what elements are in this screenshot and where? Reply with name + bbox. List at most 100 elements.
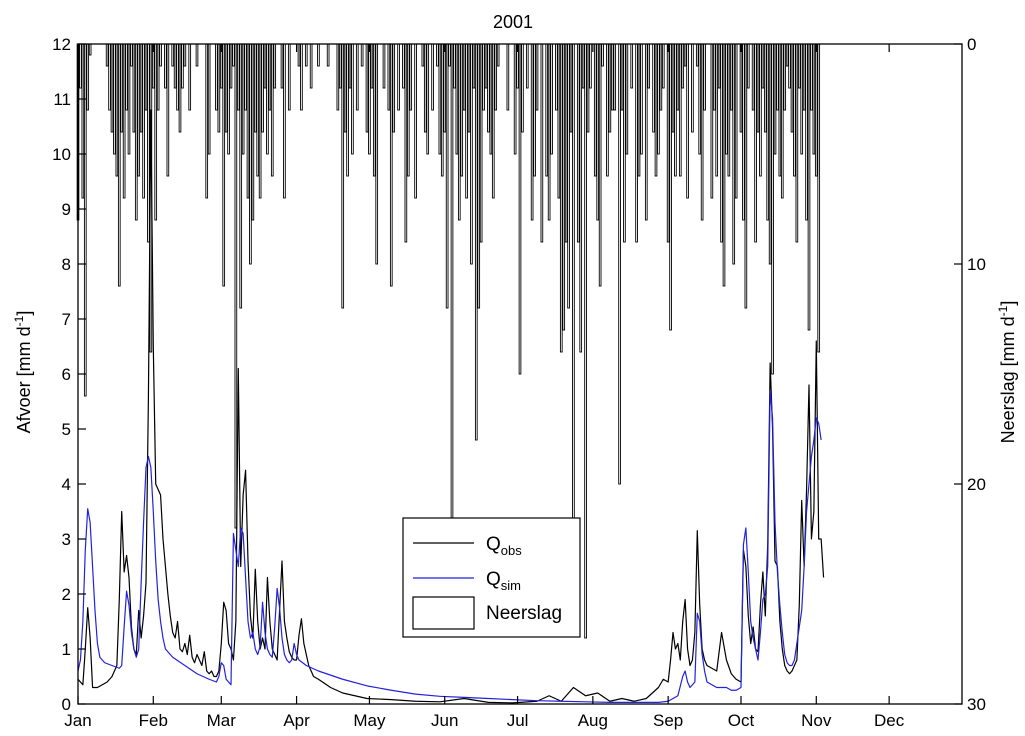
precip-bar — [83, 43, 87, 397]
precip-bar — [215, 43, 218, 111]
precip-bar — [525, 43, 529, 89]
precip-bar — [659, 43, 663, 111]
precip-bar — [661, 43, 665, 89]
left-tick-label: 9 — [62, 200, 71, 219]
precip-bar — [164, 43, 167, 89]
precip-bar — [365, 43, 369, 133]
precip-bar — [487, 43, 490, 133]
precip-bar — [462, 43, 466, 111]
precip-bar — [797, 43, 801, 89]
precip-bar — [744, 43, 748, 309]
precip-bar — [756, 43, 760, 133]
x-tick-label: Jun — [431, 711, 458, 730]
precip-bar — [436, 43, 439, 67]
precip-bar — [778, 43, 782, 177]
precip-bar — [460, 43, 464, 177]
precip-bar — [171, 43, 175, 67]
precip-bar — [142, 43, 145, 199]
precip-bar — [814, 43, 818, 177]
precip-bar — [581, 43, 585, 89]
precip-bar — [355, 43, 359, 111]
precip-bar — [715, 43, 719, 177]
precip-bar — [725, 43, 728, 155]
precip-bar — [397, 43, 400, 111]
precip-bar — [562, 43, 566, 331]
x-tick-label: Sep — [653, 711, 683, 730]
precip-bar — [751, 43, 755, 111]
precip-bar — [790, 43, 794, 133]
precip-bar — [256, 43, 260, 177]
precip-bar — [426, 43, 430, 155]
precip-bar — [618, 43, 621, 485]
precip-bar — [438, 43, 442, 155]
precip-bar — [530, 43, 534, 221]
precip-bar — [759, 43, 762, 177]
precip-bar — [134, 43, 138, 221]
precip-bar — [742, 43, 745, 221]
precip-bar — [110, 43, 114, 133]
precip-bar — [251, 43, 255, 221]
precip-bar — [132, 43, 136, 133]
precip-bar — [729, 43, 733, 111]
precip-bar — [637, 43, 641, 177]
precip-bar — [236, 43, 240, 111]
precip-bar — [589, 43, 592, 89]
precip-bar — [465, 43, 468, 199]
precip-bar — [317, 43, 320, 67]
precip-bar — [453, 43, 456, 89]
precip-bar — [550, 43, 553, 155]
precip-bar — [147, 43, 150, 243]
right-axis: 0 10 20 30 — [954, 35, 986, 714]
precip-bar — [336, 43, 340, 111]
precip-bar — [348, 43, 352, 89]
precip-bar — [159, 43, 162, 67]
precip-bar — [674, 43, 677, 177]
precip-bar — [443, 43, 447, 133]
precip-bar — [652, 43, 655, 133]
precip-bar — [382, 43, 386, 89]
precip-bar — [506, 43, 510, 111]
precip-bar — [700, 43, 704, 221]
precip-bar — [470, 43, 473, 265]
precip-bar — [807, 43, 811, 331]
precip-bar — [793, 43, 796, 177]
right-tick-label: 0 — [967, 35, 976, 54]
precip-bar — [139, 43, 143, 133]
precip-bar — [263, 43, 267, 89]
precip-bar — [518, 43, 522, 375]
precip-bar — [137, 43, 141, 177]
left-tick-label: 10 — [52, 145, 71, 164]
precip-bar — [533, 43, 536, 177]
precip-bar — [608, 43, 612, 133]
precip-bar — [698, 43, 702, 155]
precip-bar — [224, 43, 228, 133]
precip-bar — [766, 43, 770, 221]
precip-bar — [261, 43, 264, 133]
series-line-qobs — [77, 109, 825, 704]
right-tick-label: 20 — [967, 475, 986, 494]
precip-bar — [620, 43, 624, 111]
right-tick-label: 10 — [967, 255, 986, 274]
x-tick-label: Nov — [801, 711, 832, 730]
precip-bar — [676, 43, 680, 111]
precip-bar — [173, 43, 177, 89]
precip-bar — [720, 43, 723, 243]
precip-bar — [105, 43, 109, 67]
precip-bar — [280, 43, 284, 89]
precip-bar — [810, 43, 813, 111]
precip-bar — [181, 43, 184, 89]
precip-bar — [795, 43, 799, 243]
legend-neerslag-label: Neerslag — [486, 603, 562, 624]
precip-bar — [683, 43, 687, 67]
precip-bar — [482, 43, 485, 111]
left-tick-label: 2 — [62, 585, 71, 604]
precip-bar — [788, 43, 791, 89]
precip-bar — [176, 43, 179, 111]
precip-bar — [657, 43, 660, 155]
precip-bar — [584, 43, 587, 639]
precip-bar — [300, 43, 303, 111]
precip-bar — [491, 43, 495, 199]
discharge-series — [77, 109, 825, 704]
precip-bar — [431, 43, 434, 111]
precip-bar — [207, 43, 211, 155]
